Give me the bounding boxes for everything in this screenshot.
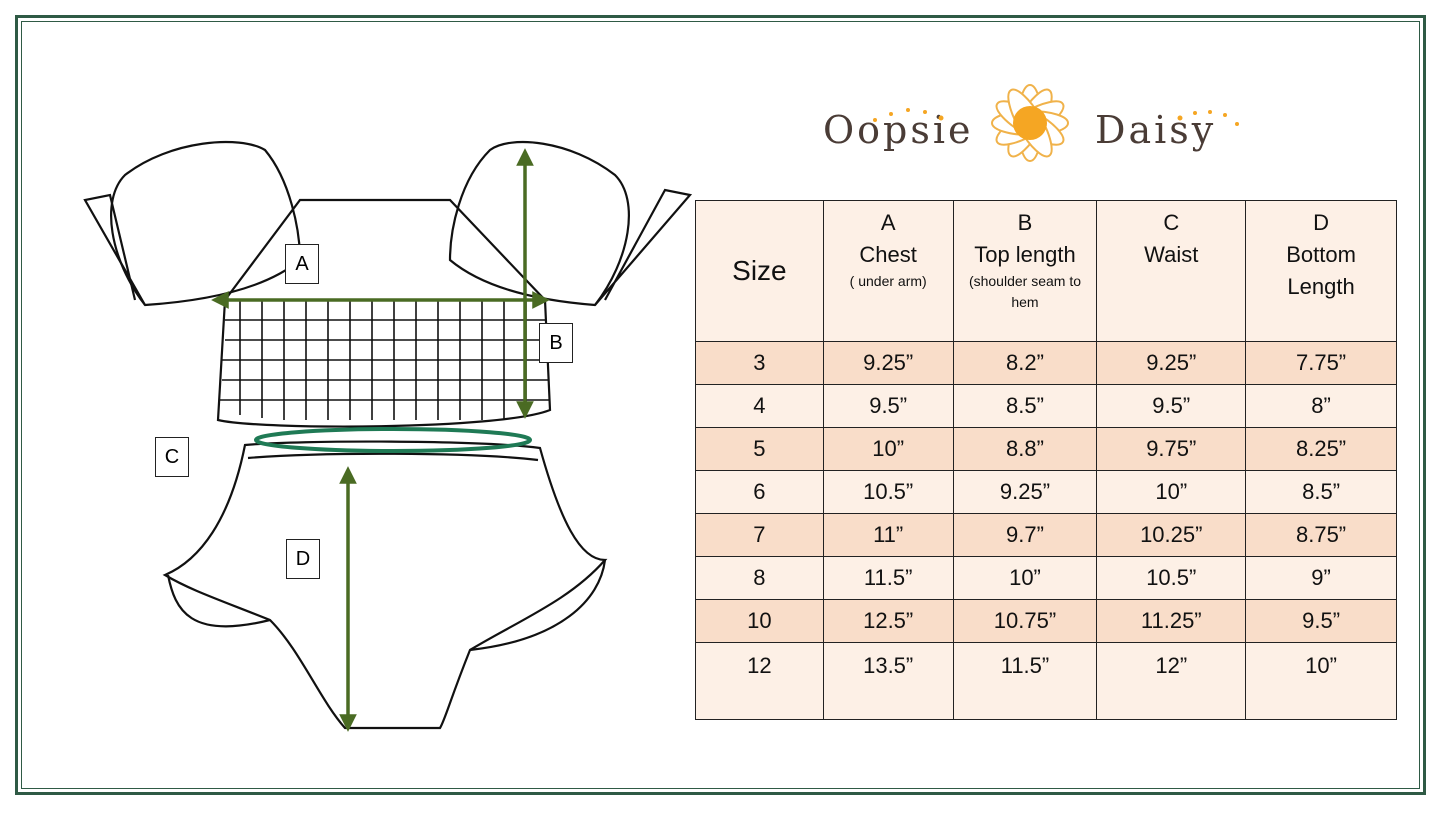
header-top-length: B Top length (shoulder seam to hem xyxy=(952,200,1098,342)
header-title: Top length xyxy=(974,242,1076,267)
measurement-cell: 10” xyxy=(952,556,1098,600)
waist-ellipse xyxy=(254,427,532,453)
header-letter: A xyxy=(880,210,896,235)
measurement-cell: 10” xyxy=(822,427,954,471)
daisy-icon xyxy=(991,84,1069,162)
measurement-cell: 9.5” xyxy=(822,384,954,428)
table-row: 7 11” 9.7” 10.25” 8.75” xyxy=(695,513,1397,557)
size-cell: 8 xyxy=(695,556,824,600)
measurement-cell: 10.5” xyxy=(1096,556,1247,600)
size-cell: 6 xyxy=(695,470,824,514)
measurement-cell: 11.5” xyxy=(952,642,1098,720)
table-row: 6 10.5” 9.25” 10” 8.5” xyxy=(695,470,1397,514)
header-letter: D xyxy=(1313,210,1330,235)
label-b: B xyxy=(539,323,573,363)
table-row: 8 11.5” 10” 10.5” 9” xyxy=(695,556,1397,600)
size-cell: 4 xyxy=(695,384,824,428)
measurement-cell: 10” xyxy=(1096,470,1247,514)
header-title: Bottom Length xyxy=(1286,242,1356,299)
header-sub: (shoulder seam to hem xyxy=(968,273,1081,310)
measurement-cell: 9.25” xyxy=(1096,341,1247,385)
brand-logo: Oopsie Daisy xyxy=(815,68,1245,183)
header-sub: ( under arm) xyxy=(849,273,927,289)
measurement-cell: 8.75” xyxy=(1245,513,1397,557)
measurement-cell: 8.5” xyxy=(1245,470,1397,514)
measurement-cell: 10.75” xyxy=(952,599,1098,643)
measurement-cell: 8.5” xyxy=(952,384,1098,428)
measurement-cell: 9” xyxy=(1245,556,1397,600)
header-row: Size A Chest ( under arm) B Top length (shou… xyxy=(695,200,1397,342)
header-size: Size xyxy=(695,200,824,342)
measurement-cell: 9.25” xyxy=(822,341,954,385)
logo-word-right: Daisy xyxy=(1095,108,1217,152)
measurement-cell: 9.7” xyxy=(952,513,1098,557)
table-row: 4 9.5” 8.5” 9.5” 8” xyxy=(695,384,1397,428)
measurement-cell: 12” xyxy=(1096,642,1247,720)
measurement-arrows xyxy=(211,148,550,732)
measurement-cell: 10” xyxy=(1245,642,1397,720)
measurement-cell: 12.5” xyxy=(822,599,954,643)
measurement-cell: 11.25” xyxy=(1096,599,1247,643)
measurement-cell: 13.5” xyxy=(822,642,954,720)
measurement-cell: 7.75” xyxy=(1245,341,1397,385)
table-row: 10 12.5” 10.75” 11.25” 9.5” xyxy=(695,599,1397,643)
size-cell: 5 xyxy=(695,427,824,471)
label-d: D xyxy=(286,539,320,579)
measurement-cell: 9.5” xyxy=(1245,599,1397,643)
measurement-cell: 10.25” xyxy=(1096,513,1247,557)
table-row: 5 10” 8.8” 9.75” 8.25” xyxy=(695,427,1397,471)
size-cell: 3 xyxy=(695,341,824,385)
table-row: 12 13.5” 11.5” 12” 10” xyxy=(695,642,1397,720)
measurement-cell: 11.5” xyxy=(822,556,954,600)
inner-frame xyxy=(21,21,1420,789)
measurement-cell: 8” xyxy=(1245,384,1397,428)
header-letter: C xyxy=(1163,210,1180,235)
size-cell: 10 xyxy=(695,599,824,643)
measurement-cell: 9.75” xyxy=(1096,427,1247,471)
logo-word-left: Oopsie xyxy=(823,108,974,152)
header-waist: C Waist xyxy=(1096,200,1247,342)
label-c: C xyxy=(155,437,189,477)
measurement-cell: 11” xyxy=(822,513,954,557)
measurement-cell: 10.5” xyxy=(822,470,954,514)
measurement-cell: 9.25” xyxy=(952,470,1098,514)
table-row: 3 9.25” 8.2” 9.25” 7.75” xyxy=(695,341,1397,385)
measurement-cell: 9.5” xyxy=(1096,384,1247,428)
logo-dots xyxy=(873,108,1239,126)
garment-illustration xyxy=(83,140,693,732)
size-cell: 12 xyxy=(695,642,824,720)
header-chest: A Chest ( under arm) xyxy=(822,200,954,342)
header-title: Waist xyxy=(1144,242,1199,267)
outer-frame xyxy=(15,15,1426,795)
measurement-cell: 8.8” xyxy=(952,427,1098,471)
header-letter: B xyxy=(1017,210,1033,235)
size-cell: 7 xyxy=(695,513,824,557)
label-a: A xyxy=(285,244,319,284)
measurement-cell: 8.25” xyxy=(1245,427,1397,471)
measurement-cell: 8.2” xyxy=(952,341,1098,385)
size-chart-table: Size A Chest ( under arm) B Top length (shou… xyxy=(695,200,1397,720)
header-title: Chest xyxy=(859,242,917,267)
header-title: Size xyxy=(732,255,787,286)
header-bottom-length: D Bottom Length xyxy=(1245,200,1397,342)
